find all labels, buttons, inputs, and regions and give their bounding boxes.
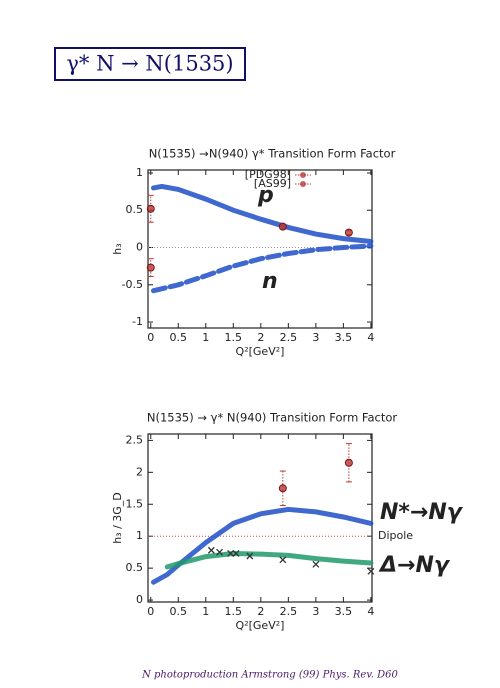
x-tick-label: 4 bbox=[367, 605, 374, 618]
x-marker-shape bbox=[367, 567, 375, 575]
x-tick-label: 3 bbox=[312, 331, 319, 344]
point bbox=[146, 263, 155, 272]
x-tick-label: 2.5 bbox=[280, 605, 298, 618]
x-marker bbox=[312, 560, 320, 568]
y-tick-label: 1 bbox=[136, 166, 143, 179]
x-marker-shape bbox=[312, 560, 320, 568]
chart-title: N(1535) → γ* N(940) Transition Form Fact… bbox=[147, 411, 398, 425]
x-marker bbox=[216, 548, 224, 556]
y-tick-label: 2.5 bbox=[126, 433, 144, 446]
x-axis-label: Q²[GeV²] bbox=[236, 345, 285, 358]
y-tick-label: 0.5 bbox=[126, 203, 144, 216]
x-tick-label: 0.5 bbox=[170, 605, 188, 618]
x-tick-label: 0 bbox=[147, 605, 154, 618]
x-tick-label: 2.5 bbox=[280, 331, 298, 344]
x-tick-label: 1.5 bbox=[225, 331, 243, 344]
x-marker-shape bbox=[207, 546, 215, 554]
point bbox=[278, 222, 287, 231]
header-box bbox=[54, 47, 246, 81]
x-marker bbox=[279, 556, 287, 564]
point bbox=[344, 458, 353, 467]
x-tick-label: 1.5 bbox=[225, 605, 243, 618]
x-marker bbox=[207, 546, 215, 554]
y-tick-label: 0 bbox=[136, 241, 143, 254]
x-tick-label: 1 bbox=[202, 605, 209, 618]
reference-label: Dipole bbox=[378, 529, 413, 542]
y-axis-label: h₃ bbox=[111, 243, 124, 254]
series-label: Δ→Nγ bbox=[378, 553, 451, 578]
x-axis-label: Q²[GeV²] bbox=[236, 619, 285, 632]
x-tick-label: 3.5 bbox=[335, 605, 353, 618]
x-marker bbox=[367, 567, 375, 575]
x-marker bbox=[232, 549, 240, 557]
y-tick-label: 1.5 bbox=[126, 497, 144, 510]
legend-marker bbox=[300, 172, 306, 178]
plot-frame bbox=[147, 433, 373, 603]
x-marker-shape bbox=[246, 552, 254, 560]
y-tick-label: 0.5 bbox=[126, 561, 144, 574]
x-marker bbox=[246, 552, 254, 560]
y-tick-label: -0.5 bbox=[122, 278, 143, 291]
x-marker-shape bbox=[232, 549, 240, 557]
legend-label: [PDG98] bbox=[245, 168, 291, 181]
curve bbox=[164, 550, 374, 570]
curve bbox=[151, 506, 374, 585]
x-tick-label: 3 bbox=[312, 605, 319, 618]
x-marker-shape bbox=[227, 549, 235, 557]
y-tick-label: 1 bbox=[136, 529, 143, 542]
header-title: γ* N → N(1535) bbox=[66, 52, 233, 76]
curve bbox=[151, 243, 374, 294]
series-label: p bbox=[257, 183, 274, 208]
x-tick-label: 0.5 bbox=[170, 331, 188, 344]
point bbox=[344, 228, 353, 237]
curve bbox=[151, 183, 374, 244]
chart-title: N(1535) →N(940) γ* Transition Form Facto… bbox=[149, 147, 396, 161]
legend-label: [AS99] bbox=[254, 177, 291, 190]
x-tick-label: 3.5 bbox=[335, 331, 353, 344]
x-tick-label: 0 bbox=[147, 331, 154, 344]
x-tick-label: 2 bbox=[257, 331, 264, 344]
x-marker-shape bbox=[216, 548, 224, 556]
y-tick-label: -1 bbox=[132, 315, 143, 328]
plot-frame bbox=[147, 169, 373, 329]
y-tick-label: 2 bbox=[136, 465, 143, 478]
x-tick-label: 4 bbox=[367, 331, 374, 344]
x-tick-label: 1 bbox=[202, 331, 209, 344]
x-tick-label: 2 bbox=[257, 605, 264, 618]
point bbox=[278, 484, 287, 493]
x-marker bbox=[227, 549, 235, 557]
y-tick-label: 0 bbox=[136, 593, 143, 606]
series-label: N*→Nγ bbox=[380, 500, 464, 525]
point bbox=[146, 204, 155, 213]
legend-marker bbox=[300, 181, 306, 187]
footer-note: N photoproduction Armstrong (99) Phys. R… bbox=[141, 670, 398, 681]
x-marker-shape bbox=[279, 556, 287, 564]
y-axis-label: h₃ / 3G_D bbox=[111, 492, 124, 544]
series-label: n bbox=[262, 269, 278, 294]
